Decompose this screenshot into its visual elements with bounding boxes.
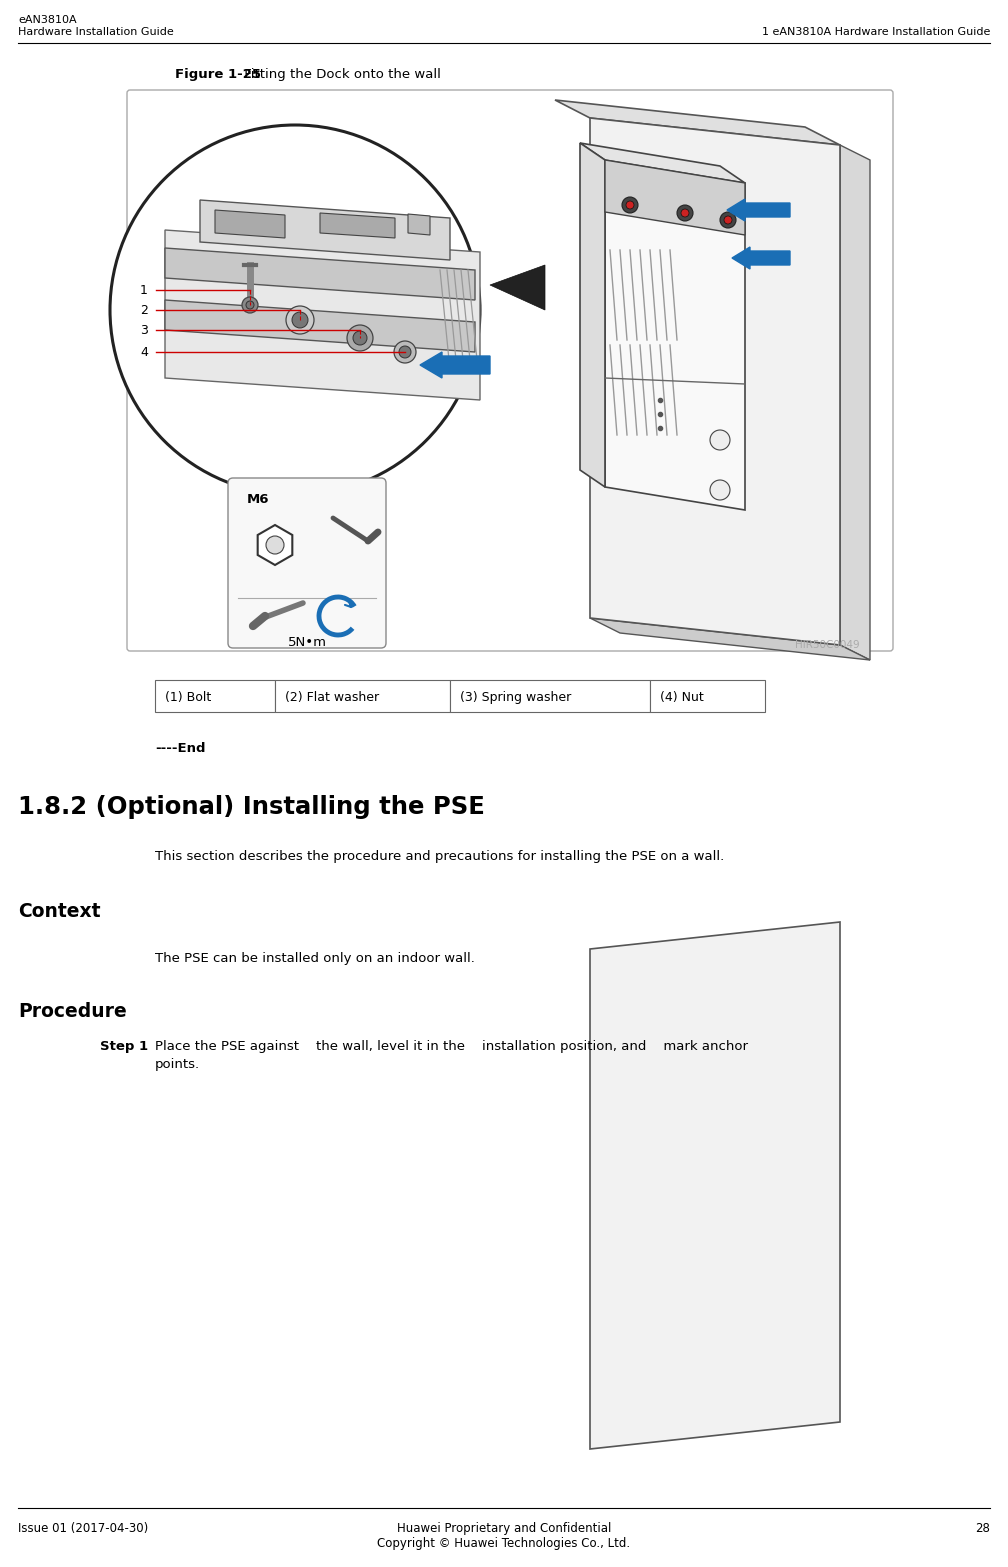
Polygon shape	[165, 299, 475, 353]
Text: (1) Bolt: (1) Bolt	[165, 691, 212, 704]
Text: Procedure: Procedure	[18, 1001, 127, 1022]
Text: 4: 4	[140, 345, 148, 359]
Circle shape	[710, 480, 730, 500]
Circle shape	[110, 125, 480, 495]
Text: Step 1: Step 1	[100, 1040, 148, 1053]
Bar	[155, 680, 275, 711]
Circle shape	[286, 306, 314, 334]
Text: M6: M6	[247, 494, 269, 506]
Text: Hardware Installation Guide: Hardware Installation Guide	[18, 27, 173, 38]
Circle shape	[677, 205, 694, 221]
Circle shape	[681, 208, 689, 216]
Polygon shape	[590, 921, 840, 1449]
Circle shape	[720, 212, 736, 229]
Text: Huawei Proprietary and Confidential
Copyright © Huawei Technologies Co., Ltd.: Huawei Proprietary and Confidential Copy…	[377, 1522, 631, 1550]
Bar	[275, 680, 450, 711]
Polygon shape	[165, 230, 480, 400]
Polygon shape	[580, 143, 745, 183]
Polygon shape	[580, 143, 605, 487]
Polygon shape	[555, 100, 840, 146]
Circle shape	[292, 312, 308, 328]
Polygon shape	[215, 210, 285, 238]
Text: 1: 1	[140, 284, 148, 296]
Polygon shape	[605, 160, 745, 509]
Text: (2) Flat washer: (2) Flat washer	[285, 691, 379, 704]
Text: 1.8.2 (Optional) Installing the PSE: 1.8.2 (Optional) Installing the PSE	[18, 794, 485, 820]
Text: 5N•m: 5N•m	[287, 636, 327, 649]
Text: (4) Nut: (4) Nut	[660, 691, 704, 704]
Circle shape	[626, 201, 634, 208]
Text: The PSE can be installed only on an indoor wall.: The PSE can be installed only on an indo…	[155, 953, 475, 965]
Circle shape	[242, 298, 258, 313]
Polygon shape	[605, 160, 745, 235]
Text: eAN3810A: eAN3810A	[18, 16, 77, 25]
Text: HIR50C0049: HIR50C0049	[795, 639, 860, 650]
Circle shape	[347, 324, 373, 351]
Text: 3: 3	[140, 323, 148, 337]
Polygon shape	[840, 146, 870, 660]
FancyBboxPatch shape	[127, 89, 893, 650]
Text: Issue 01 (2017-04-30): Issue 01 (2017-04-30)	[18, 1522, 148, 1536]
Text: 2: 2	[140, 304, 148, 317]
Text: Figure 1-25: Figure 1-25	[175, 67, 261, 81]
Circle shape	[710, 429, 730, 450]
Text: Fitting the Dock onto the wall: Fitting the Dock onto the wall	[240, 67, 440, 81]
FancyArrow shape	[732, 248, 790, 270]
Text: 28: 28	[975, 1522, 990, 1536]
Text: points.: points.	[155, 1058, 201, 1070]
Bar	[650, 680, 765, 711]
Text: Context: Context	[18, 903, 101, 921]
Text: 1 eAN3810A Hardware Installation Guide: 1 eAN3810A Hardware Installation Guide	[762, 27, 990, 38]
Circle shape	[246, 301, 254, 309]
FancyArrow shape	[727, 199, 790, 221]
Bar	[450, 680, 650, 711]
Polygon shape	[490, 265, 545, 310]
Circle shape	[394, 342, 416, 364]
Circle shape	[724, 216, 732, 224]
Text: (3) Spring washer: (3) Spring washer	[460, 691, 572, 704]
Circle shape	[353, 331, 367, 345]
Polygon shape	[258, 525, 292, 566]
Circle shape	[266, 536, 284, 555]
Text: ----End: ----End	[155, 743, 206, 755]
Polygon shape	[408, 215, 430, 235]
Circle shape	[399, 346, 411, 357]
Polygon shape	[200, 201, 450, 260]
FancyArrow shape	[420, 353, 490, 378]
Polygon shape	[590, 118, 840, 646]
Text: This section describes the procedure and precautions for installing the PSE on a: This section describes the procedure and…	[155, 849, 725, 863]
Polygon shape	[320, 213, 395, 238]
Polygon shape	[165, 248, 475, 299]
Circle shape	[622, 197, 638, 213]
Text: Place the PSE against    the wall, level it in the    installation position, and: Place the PSE against the wall, level it…	[155, 1040, 748, 1053]
Polygon shape	[590, 617, 870, 660]
FancyBboxPatch shape	[228, 478, 386, 649]
